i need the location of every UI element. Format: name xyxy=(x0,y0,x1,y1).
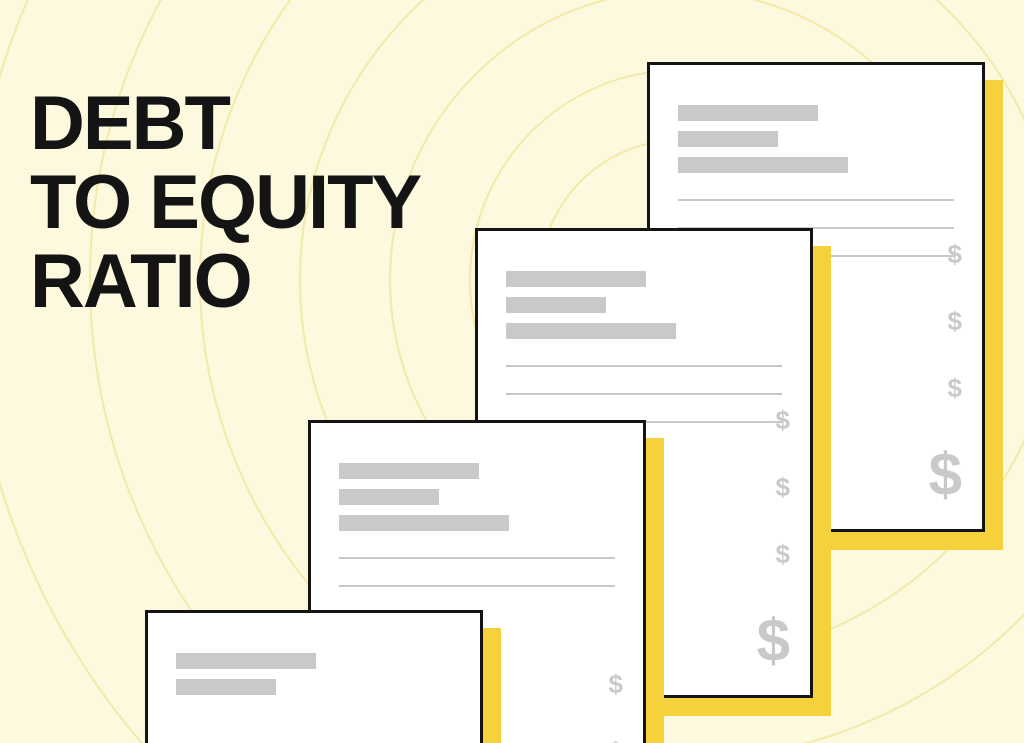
title-line-1: DEBT xyxy=(30,84,420,163)
dollar-column: $ $ $ $ xyxy=(757,405,790,675)
dollar-icon: $ xyxy=(776,405,790,436)
dollar-icon: $ xyxy=(609,669,623,700)
content-bar xyxy=(339,489,439,505)
title-line-3: RATIO xyxy=(30,242,420,321)
content-bar xyxy=(506,271,646,287)
document-content xyxy=(176,653,452,705)
content-bar xyxy=(678,131,778,147)
content-rule xyxy=(678,199,954,201)
content-bar xyxy=(678,105,818,121)
page-title: DEBT TO EQUITY RATIO xyxy=(30,84,420,321)
content-bar xyxy=(506,297,606,313)
content-rule xyxy=(506,393,782,395)
content-bar xyxy=(176,679,276,695)
content-bar xyxy=(176,653,316,669)
dollar-column: $$ xyxy=(609,669,623,743)
dollar-icon: $ xyxy=(776,539,790,570)
dollar-icon: $ xyxy=(776,472,790,503)
content-bar xyxy=(339,463,479,479)
dollar-icon-large: $ xyxy=(929,440,962,509)
dollar-icon-large: $ xyxy=(757,606,790,675)
content-rule xyxy=(506,365,782,367)
content-bar xyxy=(339,515,509,531)
dollar-column: $ $ $ $ xyxy=(929,239,962,509)
dollar-icon: $ xyxy=(948,306,962,337)
document-content xyxy=(506,271,782,423)
dollar-icon: $ xyxy=(948,239,962,270)
content-bar xyxy=(506,323,676,339)
content-rule xyxy=(339,585,615,587)
title-line-2: TO EQUITY xyxy=(30,163,420,242)
dollar-icon: $ xyxy=(948,373,962,404)
document-content xyxy=(339,463,615,587)
dollar-icon: $ xyxy=(609,736,623,743)
content-bar xyxy=(678,157,848,173)
content-rule xyxy=(339,557,615,559)
document-card xyxy=(145,610,483,743)
